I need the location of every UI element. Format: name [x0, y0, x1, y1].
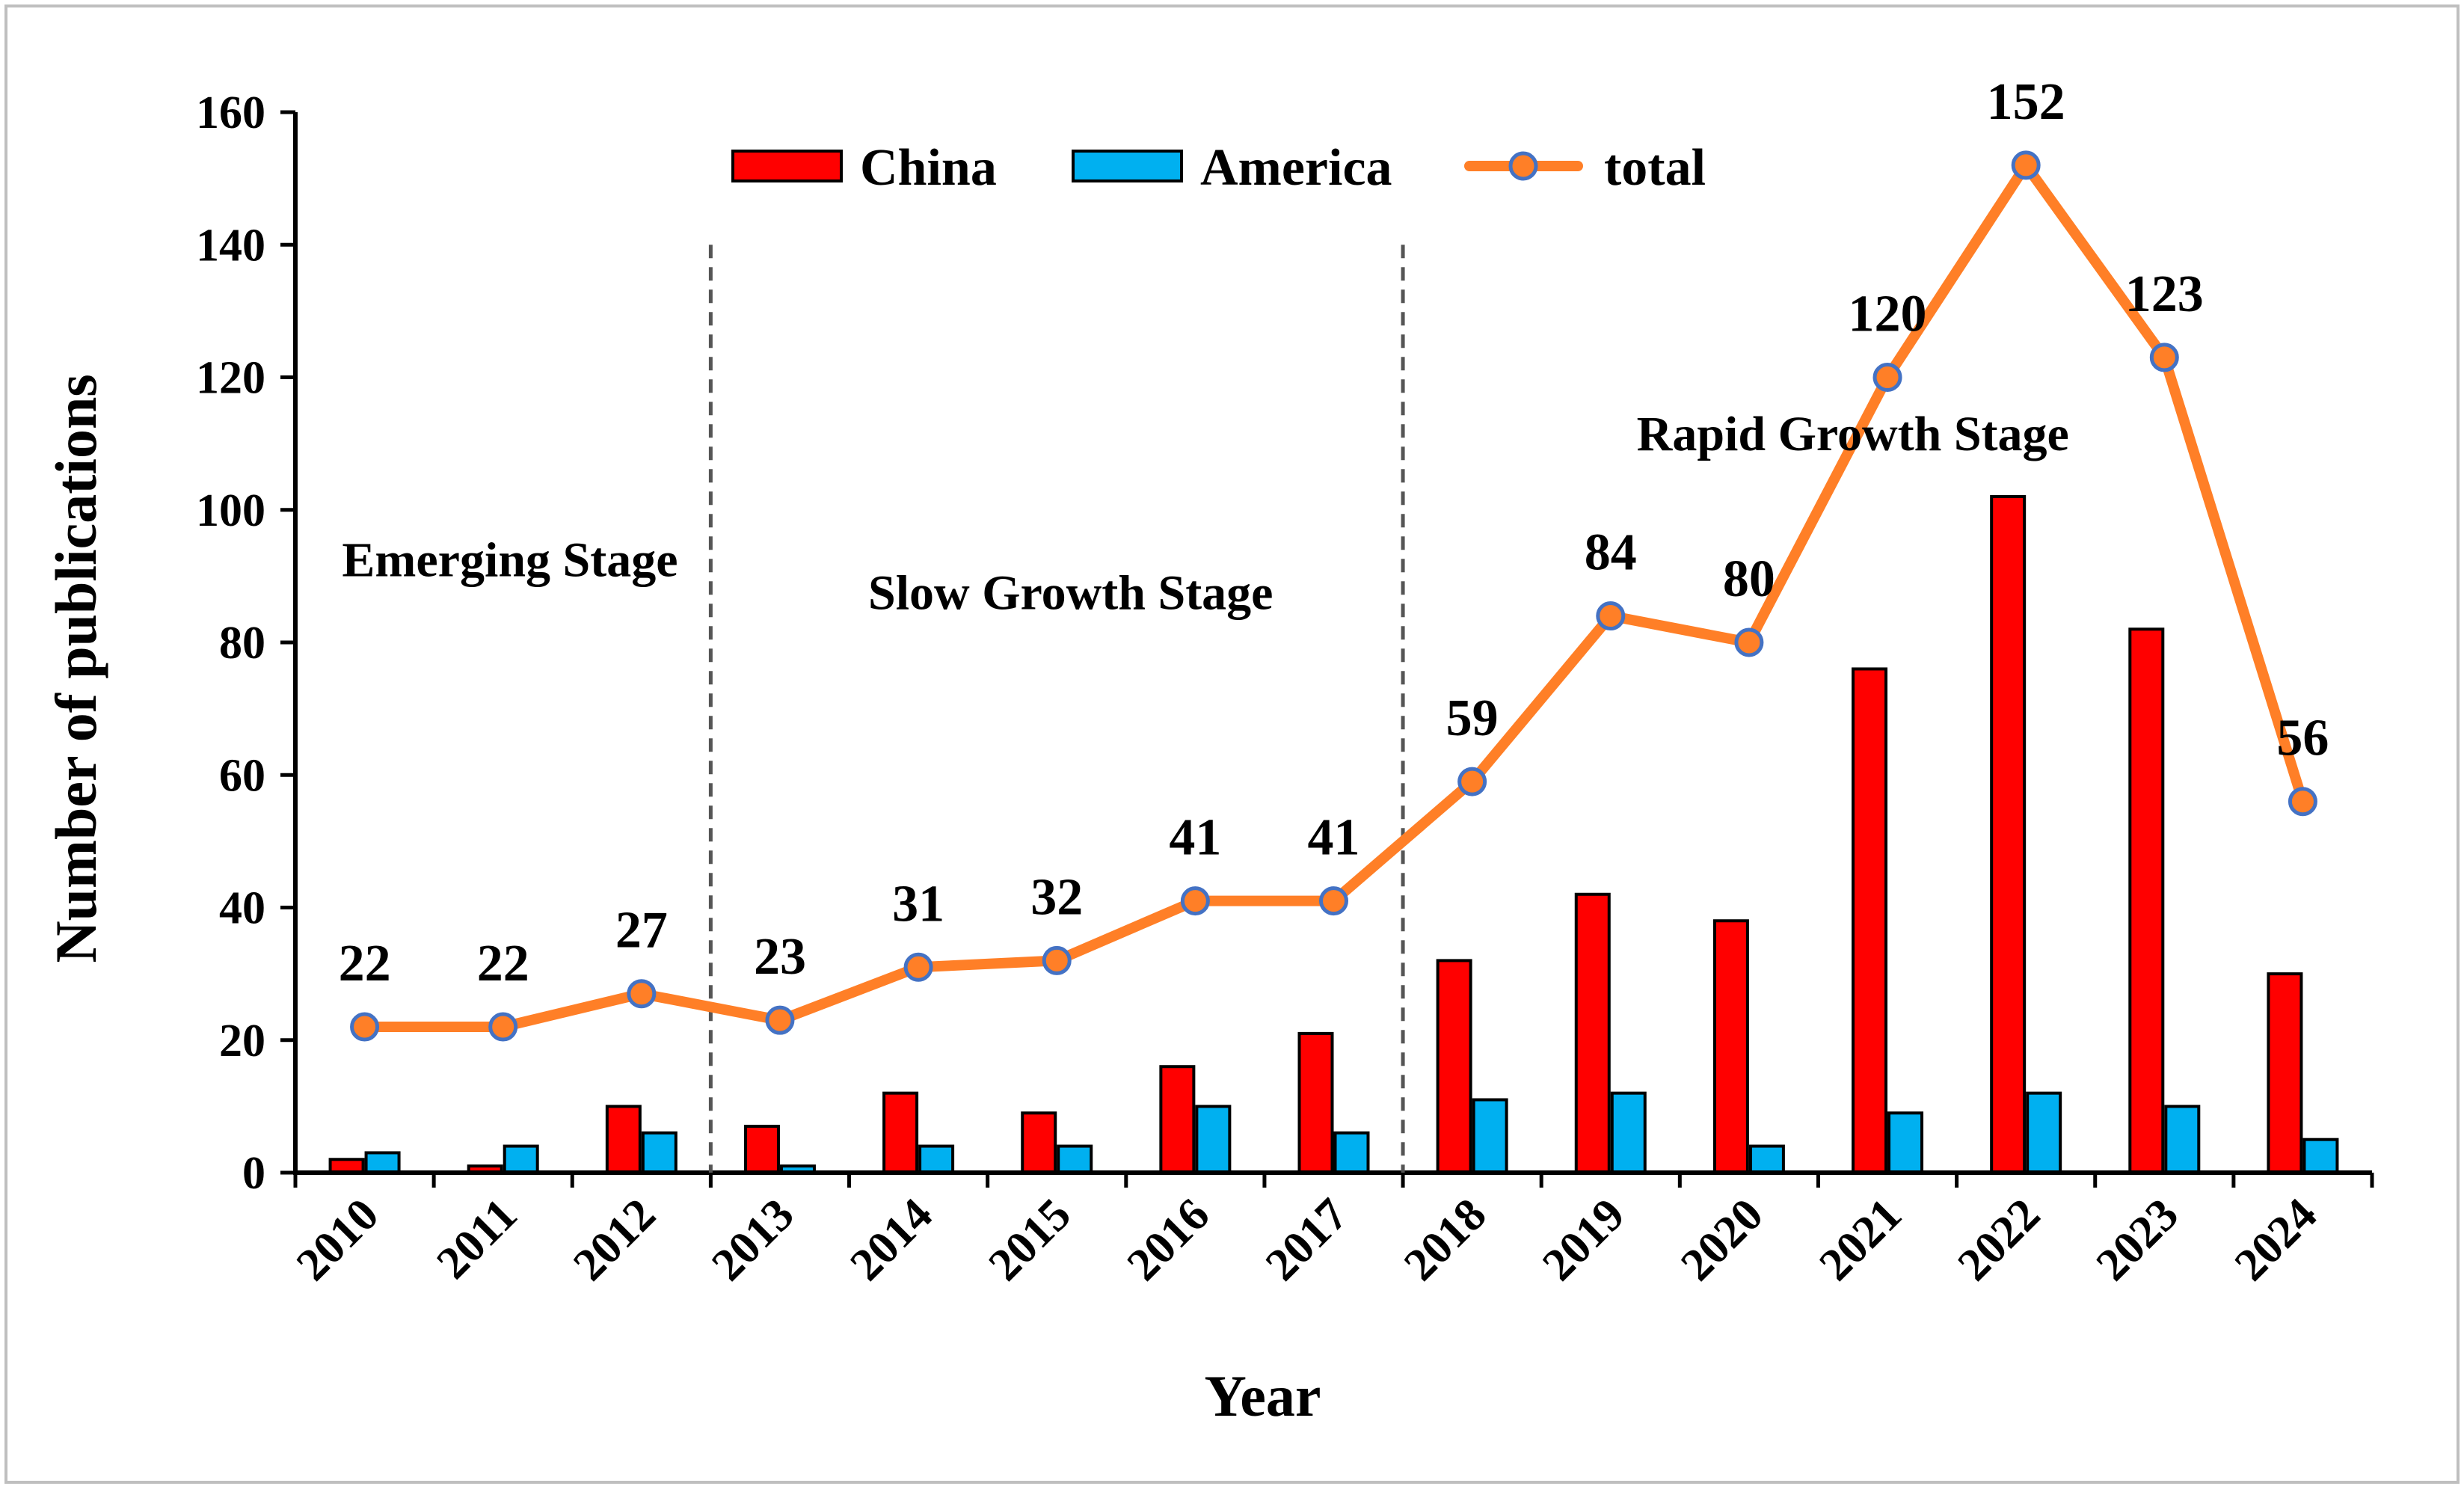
bar-china-2023 [2128, 627, 2165, 1174]
y-tick-label-160: 160 [196, 88, 265, 138]
bar-america-2019 [1610, 1091, 1647, 1175]
bar-china-2012 [605, 1105, 642, 1174]
data-label-2016: 41 [1169, 809, 1221, 867]
legend-swatch-china [731, 150, 843, 182]
bar-america-2011 [503, 1144, 539, 1175]
total-point-2016 [1180, 886, 1210, 916]
stage-label-2: Slow Growth Stage [868, 566, 1273, 621]
data-label-2010: 22 [339, 935, 391, 992]
data-label-2014: 31 [892, 875, 944, 933]
legend-label-total: total [1604, 139, 1706, 197]
stage-label-1: Emerging Stage [342, 532, 678, 587]
x-axis-title: Year [1205, 1363, 1321, 1428]
bar-america-2016 [1195, 1105, 1232, 1174]
bar-america-2010 [364, 1151, 401, 1174]
data-label-2019: 84 [1585, 524, 1637, 582]
bar-china-2024 [2267, 972, 2303, 1174]
data-label-2013: 23 [754, 928, 806, 986]
bar-america-2015 [1057, 1144, 1093, 1175]
total-point-2019 [1596, 601, 1626, 631]
total-point-2018 [1457, 767, 1487, 796]
y-tick-label-120: 120 [196, 353, 265, 404]
y-tick-label-0: 0 [242, 1148, 265, 1199]
total-point-2011 [488, 1012, 518, 1042]
total-point-2014 [903, 952, 933, 982]
y-tick-label-20: 20 [219, 1016, 265, 1066]
bar-china-2014 [882, 1091, 919, 1175]
legend-label-china: China [860, 139, 997, 197]
total-point-2023 [2149, 343, 2179, 372]
data-label-2017: 41 [1308, 809, 1360, 867]
y-tick-label-40: 40 [219, 883, 265, 934]
bar-america-2020 [1748, 1144, 1785, 1175]
data-label-2018: 59 [1446, 690, 1499, 747]
y-tick-label-140: 140 [196, 220, 265, 271]
data-label-2015: 32 [1030, 868, 1083, 926]
total-point-2015 [1042, 945, 1072, 975]
bar-china-2019 [1574, 892, 1611, 1175]
y-tick-label-100: 100 [196, 485, 265, 536]
bar-america-2018 [1472, 1098, 1508, 1174]
bar-america-2024 [2302, 1138, 2339, 1174]
total-point-2022 [2011, 150, 2041, 180]
total-point-2012 [627, 979, 657, 1009]
bar-america-2021 [1887, 1111, 1924, 1175]
bar-china-2020 [1712, 919, 1749, 1174]
bar-america-2022 [2026, 1091, 2062, 1175]
figure-border [4, 4, 2460, 1484]
bar-china-2017 [1297, 1031, 1334, 1174]
data-label-2020: 80 [1723, 550, 1775, 608]
total-point-2021 [1872, 363, 1902, 392]
legend-swatch-total-marker [1508, 151, 1538, 181]
bar-china-2015 [1021, 1111, 1057, 1175]
bar-china-2022 [1990, 495, 2027, 1174]
data-label-2011: 22 [477, 935, 529, 992]
data-label-2024: 56 [2276, 710, 2329, 767]
legend-swatch-america [1072, 150, 1183, 182]
y-axis-title: Number of publications [43, 374, 108, 963]
data-label-2021: 120 [1849, 286, 1927, 343]
data-label-2022: 152 [1987, 73, 2065, 131]
bar-america-2012 [641, 1131, 678, 1174]
y-tick-label-80: 80 [219, 618, 265, 669]
data-label-2023: 123 [2125, 265, 2204, 323]
data-label-2012: 27 [615, 902, 668, 960]
bar-america-2023 [2164, 1105, 2201, 1174]
stage-label-3: Rapid Growth Stage [1637, 407, 2069, 461]
bar-china-2021 [1852, 667, 1888, 1174]
legend-label-america: America [1200, 139, 1392, 197]
total-point-2013 [765, 1005, 795, 1035]
bar-china-2018 [1436, 959, 1472, 1175]
bar-america-2017 [1333, 1131, 1370, 1174]
bar-china-2016 [1159, 1065, 1196, 1174]
total-point-2017 [1319, 886, 1348, 916]
total-point-2020 [1734, 627, 1764, 657]
total-point-2024 [2288, 787, 2317, 817]
y-tick-label-60: 60 [219, 750, 265, 801]
bar-america-2014 [918, 1144, 955, 1175]
bar-china-2013 [743, 1124, 780, 1175]
total-point-2010 [350, 1012, 380, 1042]
